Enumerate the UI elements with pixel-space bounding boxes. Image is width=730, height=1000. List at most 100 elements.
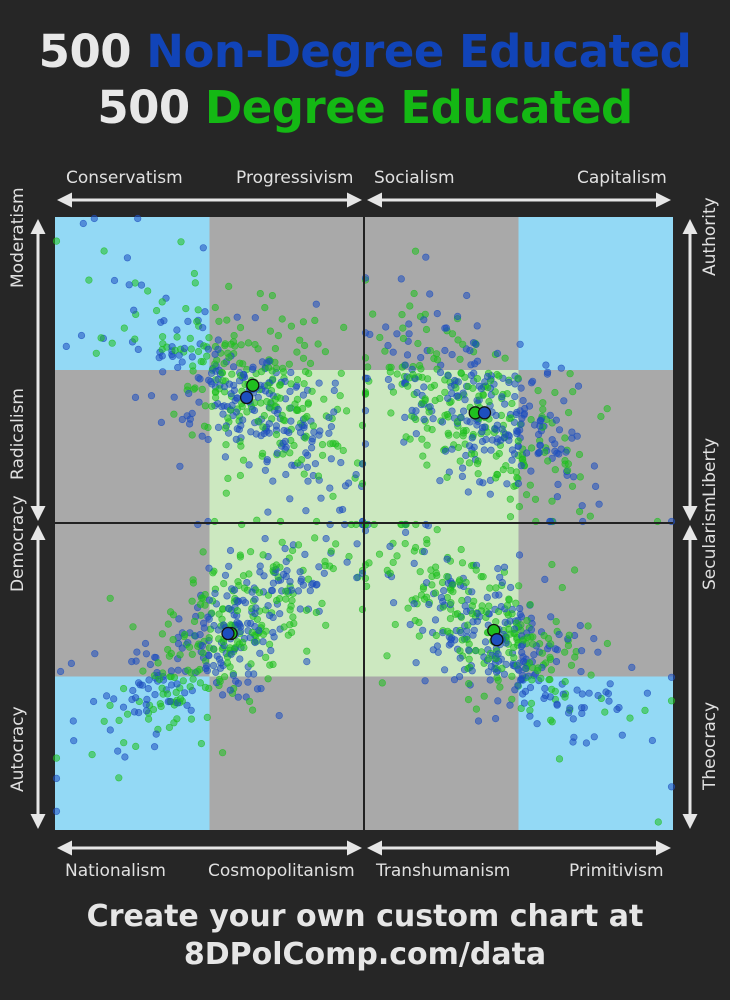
point-degree <box>465 679 473 688</box>
point-degree <box>540 631 548 640</box>
point-non-degree <box>169 352 177 361</box>
point-non-degree <box>382 323 390 331</box>
point-non-degree <box>180 344 189 353</box>
point-non-degree <box>233 313 241 321</box>
footer-link[interactable]: 8DPolComp.com/data <box>183 937 547 972</box>
point-non-degree <box>457 628 465 637</box>
point-degree <box>219 605 227 613</box>
point-degree <box>369 310 377 318</box>
point-degree <box>447 599 455 607</box>
point-degree <box>505 648 513 657</box>
point-non-degree <box>448 389 456 398</box>
point-degree <box>287 380 295 388</box>
point-non-degree <box>89 697 98 706</box>
title-group-degree: Degree Educated <box>204 81 633 134</box>
point-degree <box>203 713 211 722</box>
point-non-degree <box>591 482 600 491</box>
point-degree <box>154 659 162 667</box>
point-non-degree <box>530 421 539 429</box>
point-degree <box>547 640 555 648</box>
point-degree <box>401 539 409 548</box>
point-non-degree <box>493 349 502 358</box>
point-degree <box>225 353 233 362</box>
point-degree <box>626 714 634 722</box>
point-degree <box>527 416 535 424</box>
point-non-degree <box>541 684 549 693</box>
point-degree <box>181 630 189 639</box>
point-non-degree <box>454 312 462 321</box>
point-degree <box>256 290 264 298</box>
point-degree <box>190 269 198 278</box>
point-degree <box>575 450 584 459</box>
point-degree <box>224 414 232 422</box>
mean-markers <box>221 378 504 647</box>
point-degree <box>469 384 477 392</box>
point-degree <box>523 616 531 625</box>
point-degree <box>641 706 649 715</box>
point-non-degree <box>511 393 519 401</box>
axis-arrows <box>30 192 698 856</box>
point-non-degree <box>141 639 150 648</box>
point-degree <box>314 472 323 480</box>
point-degree <box>423 441 431 449</box>
point-degree <box>464 621 472 629</box>
point-non-degree <box>233 394 241 402</box>
point-non-degree <box>566 704 574 712</box>
point-degree <box>172 688 180 697</box>
point-non-degree <box>547 613 555 621</box>
point-non-degree <box>257 684 265 693</box>
point-degree <box>551 687 559 695</box>
point-non-degree <box>438 418 447 426</box>
point-degree <box>201 402 209 410</box>
point-degree <box>427 566 435 574</box>
point-non-degree <box>228 401 236 410</box>
point-non-degree <box>447 383 455 391</box>
point-non-degree <box>134 345 142 354</box>
point-degree <box>177 238 185 246</box>
point-non-degree <box>330 408 338 416</box>
point-degree <box>339 446 347 455</box>
point-degree <box>453 431 461 439</box>
axis-label-primitivism: Primitivism <box>569 861 664 881</box>
point-non-degree <box>352 471 360 479</box>
point-degree <box>304 575 313 583</box>
point-degree <box>404 382 412 390</box>
point-degree <box>203 352 211 360</box>
point-degree <box>311 534 319 542</box>
point-non-degree <box>554 480 562 489</box>
point-non-degree <box>297 577 305 585</box>
point-degree <box>279 450 287 458</box>
point-degree <box>402 433 410 441</box>
point-non-degree <box>258 358 267 366</box>
point-non-degree <box>235 426 243 434</box>
point-non-degree <box>178 358 186 366</box>
point-degree <box>515 503 524 511</box>
point-non-degree <box>474 717 483 725</box>
point-non-degree <box>420 548 428 556</box>
point-non-degree <box>500 563 509 571</box>
point-non-degree <box>517 642 525 650</box>
point-non-degree <box>410 559 418 568</box>
point-non-degree <box>184 317 192 326</box>
point-degree <box>472 566 480 574</box>
point-non-degree <box>176 462 184 470</box>
point-degree <box>189 362 197 370</box>
point-non-degree <box>497 436 505 445</box>
point-degree <box>284 631 292 639</box>
point-non-degree <box>158 352 166 360</box>
point-degree <box>508 610 516 618</box>
point-non-degree <box>137 281 146 289</box>
point-degree <box>456 647 464 655</box>
point-degree <box>144 287 152 295</box>
point-non-degree <box>440 587 448 595</box>
point-non-degree <box>456 672 464 681</box>
point-degree <box>512 599 520 607</box>
point-non-degree <box>429 415 437 423</box>
point-degree <box>485 655 493 663</box>
point-non-degree <box>576 621 584 630</box>
point-degree <box>436 394 444 403</box>
point-degree <box>531 495 540 503</box>
point-degree <box>433 350 441 358</box>
point-degree <box>167 649 175 658</box>
point-degree <box>547 666 556 674</box>
